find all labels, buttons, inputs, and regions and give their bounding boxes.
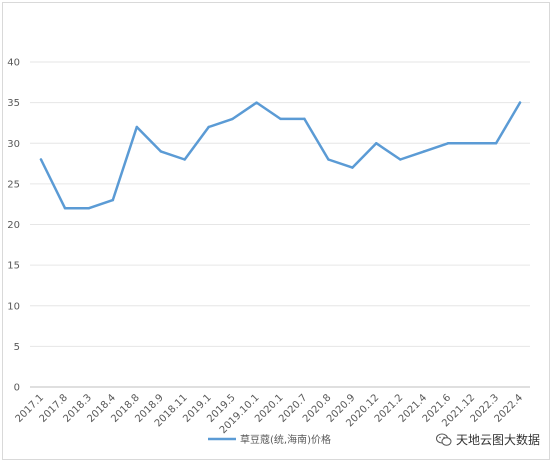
data-point	[159, 150, 162, 153]
y-tick-label: 40	[7, 58, 20, 69]
data-point	[87, 207, 91, 210]
data-point	[207, 125, 210, 129]
watermark-text: 天地云图大数据	[455, 433, 540, 447]
data-point	[399, 158, 402, 161]
legend-label: 草豆蔻(统,海南)价格	[240, 433, 331, 446]
data-point	[39, 158, 43, 161]
data-point	[135, 125, 138, 129]
wechat-icon	[435, 433, 452, 446]
y-tick-label: 25	[7, 179, 20, 190]
data-point	[303, 117, 306, 121]
data-point	[231, 117, 234, 121]
data-point	[375, 142, 378, 145]
data-point	[470, 142, 474, 145]
data-point	[111, 198, 115, 202]
data-point	[183, 158, 186, 161]
y-tick-label: 5	[14, 342, 20, 353]
data-point	[327, 158, 330, 161]
data-point	[351, 166, 354, 169]
watermark: 天地云图大数据	[435, 431, 540, 448]
data-point	[255, 101, 258, 104]
data-point	[494, 142, 498, 145]
data-point	[63, 207, 67, 210]
y-tick-label: 35	[7, 98, 20, 109]
y-tick-label: 0	[14, 383, 20, 394]
y-tick-label: 15	[7, 261, 20, 272]
y-tick-label: 10	[7, 301, 20, 312]
y-tick-label: 30	[7, 139, 20, 150]
chart-frame	[2, 2, 550, 460]
y-tick-label: 20	[7, 220, 20, 231]
data-point	[446, 142, 450, 145]
data-point	[518, 101, 522, 104]
data-point	[423, 150, 426, 153]
data-point	[279, 117, 282, 121]
